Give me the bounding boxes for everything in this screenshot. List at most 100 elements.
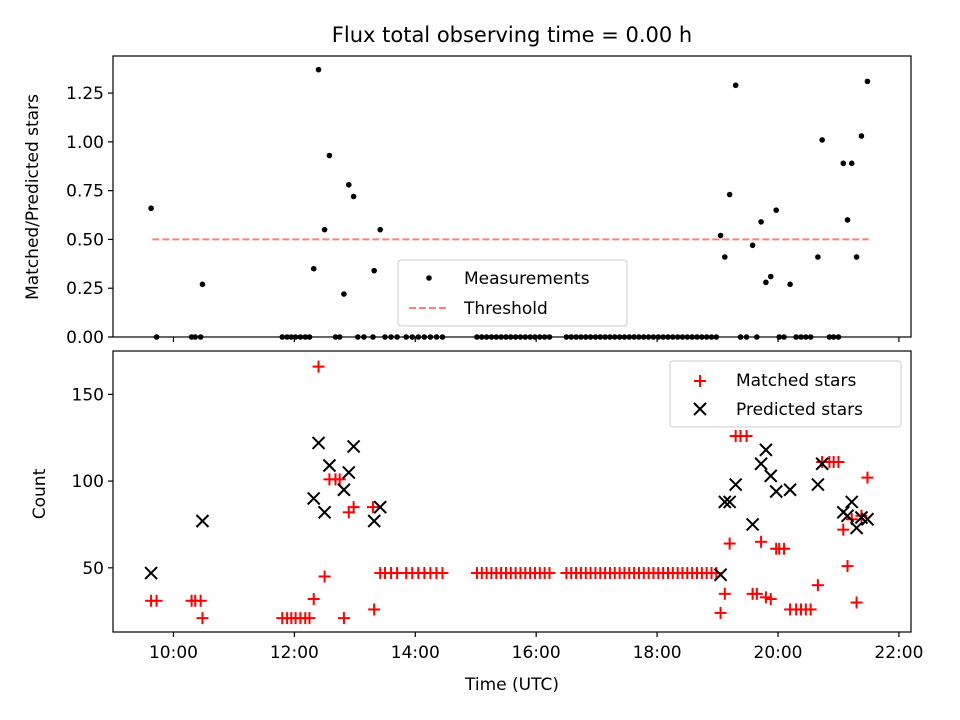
predicted-star-point (860, 512, 875, 526)
matched-star-point (811, 579, 824, 592)
bottom-plot-area (144, 360, 875, 625)
top-legend-box (397, 259, 628, 327)
bottom-y-ticks: 50 100 150 (72, 385, 113, 579)
x-ticks: 10:00 12:00 14:00 16:00 18:00 20:00 22:00 (149, 632, 923, 663)
predicted-star-point (722, 495, 737, 509)
matched-star-point (861, 471, 874, 484)
y-tick-label: 0.00 (66, 328, 104, 348)
measurement-point (773, 207, 779, 213)
measurement-point (819, 137, 825, 143)
predicted-star-point (346, 439, 361, 454)
matched-star-point (804, 603, 817, 616)
predicted-star-point (322, 458, 337, 473)
measurement-point (732, 82, 739, 89)
legend-predicted-label: Predicted stars (736, 400, 863, 420)
legend-matched-label: Matched stars (736, 371, 856, 391)
matched-star-point (318, 570, 331, 583)
predicted-star-point (849, 521, 864, 535)
predicted-star-point (764, 469, 778, 483)
matched-star-point (778, 542, 791, 555)
matched-star-point (543, 567, 556, 580)
top-ylabel: Matched/Predicted stars (23, 94, 43, 300)
top-axes-frame (112, 55, 912, 338)
predicted-star-point (783, 483, 797, 497)
legend-measurements-label: Measurements (464, 269, 590, 289)
matched-star-point (312, 360, 325, 373)
matched-star-point (150, 594, 163, 607)
predicted-star-point (769, 484, 783, 499)
measurement-point (864, 78, 871, 85)
matched-star-point (850, 596, 863, 609)
matched-star-point (307, 593, 320, 606)
matched-star-point (837, 523, 850, 536)
matched-star-point (764, 593, 777, 606)
matched-star-point (333, 473, 346, 486)
predicted-star-point (342, 465, 356, 480)
matched-star-point (723, 537, 736, 550)
predicted-star-point (317, 505, 332, 520)
matched-star-point (366, 501, 379, 514)
top-legend: Measurements Threshold (397, 259, 628, 327)
bottom-axes-frame (112, 350, 912, 633)
predicted-star-point (311, 436, 326, 450)
predicted-star-point (811, 477, 825, 492)
bottom-legend-box (669, 360, 902, 428)
matched-star-point (196, 612, 209, 625)
y-tick-label: 150 (72, 385, 104, 405)
measurement-point (148, 205, 154, 212)
predicted-star-point (845, 495, 859, 509)
y-tick-label: 0.75 (66, 182, 104, 202)
matched-star-point (755, 535, 768, 548)
predicted-star-point (195, 514, 210, 528)
predicted-star-point (745, 517, 760, 532)
x-axis-label: Time (UTC) (464, 675, 559, 695)
y-tick-label: 0.25 (66, 279, 104, 299)
measurement-point (767, 273, 774, 280)
legend-predicted-marker (693, 402, 707, 416)
measurement-point (315, 66, 322, 73)
top-y-ticks: 0.00 0.25 0.50 0.75 1.00 1.25 (66, 84, 113, 348)
y-tick-label: 0.50 (66, 230, 104, 250)
matched-star-point (436, 567, 449, 580)
x-tick-label: 10:00 (149, 643, 198, 663)
predicted-star-point (337, 483, 351, 497)
measurement-point (371, 267, 377, 274)
measurement-point (321, 226, 328, 233)
measurement-point (726, 191, 733, 198)
predicted-star-point (713, 568, 728, 582)
matched-star-point (337, 612, 350, 625)
predicted-star-point (307, 491, 321, 506)
predicted-star-point (367, 514, 381, 528)
matched-star-point (718, 587, 731, 600)
measurement-point (844, 217, 851, 223)
x-tick-label: 22:00 (874, 643, 923, 663)
matched-star-point (841, 560, 854, 573)
matched-star-point (740, 429, 753, 442)
predicted-star-point (718, 495, 732, 509)
y-tick-label: 100 (72, 472, 104, 492)
measurement-point (377, 226, 384, 233)
matched-star-point (194, 594, 207, 607)
x-tick-label: 20:00 (754, 643, 803, 663)
y-tick-label: 1.25 (66, 84, 104, 104)
legend-measurements-marker (426, 275, 432, 281)
measurement-point (350, 193, 357, 200)
bottom-ylabel: Count (30, 468, 50, 519)
measurement-point (815, 254, 821, 260)
measurement-point (763, 279, 769, 286)
x-tick-label: 12:00 (270, 643, 319, 663)
measurement-point (722, 254, 728, 260)
predicted-star-point (840, 509, 855, 523)
measurement-point (840, 160, 847, 167)
x-tick-label: 14:00 (391, 643, 440, 663)
y-tick-label: 50 (82, 559, 104, 579)
matched-star-point (714, 606, 727, 619)
measurement-point (848, 160, 855, 167)
matched-star-point (303, 612, 316, 625)
matched-star-point (855, 509, 868, 522)
x-tick-label: 16:00 (512, 643, 561, 663)
matched-star-point (347, 501, 360, 514)
predicted-star-point (144, 566, 158, 580)
measurement-point (858, 133, 865, 139)
